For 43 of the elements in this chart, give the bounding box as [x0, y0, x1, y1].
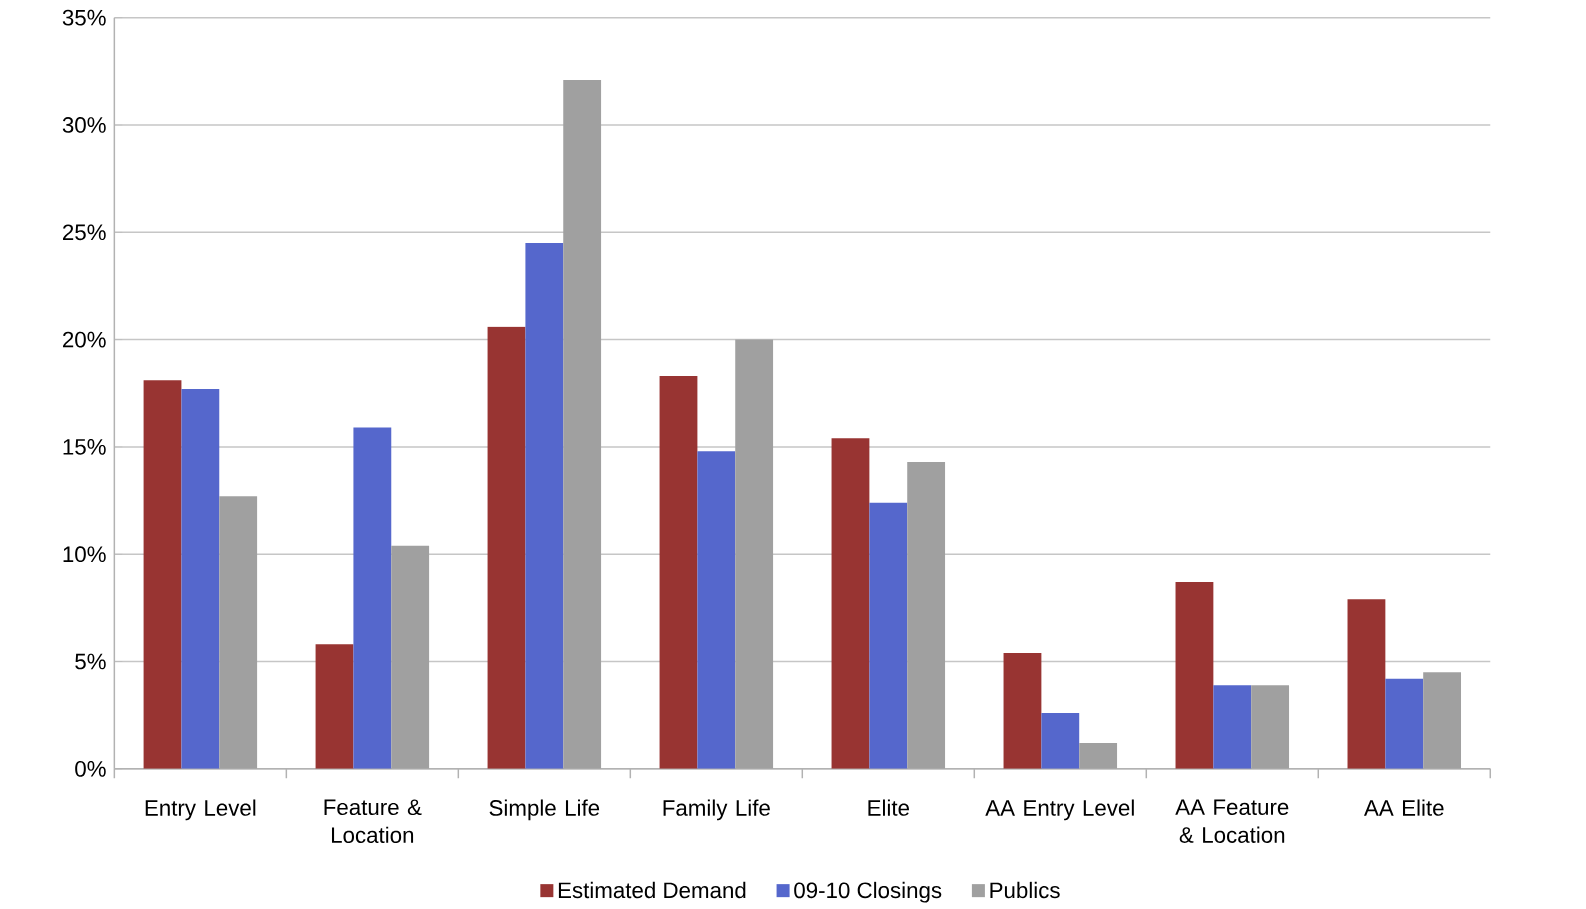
y-tick-label: 30%	[62, 117, 106, 133]
y-tick-label: 25%	[63, 224, 106, 241]
bar	[907, 462, 946, 769]
legend-label: 09-10 Closings	[794, 881, 942, 903]
y-tick-label: 10%	[63, 546, 106, 563]
bar	[487, 326, 526, 769]
bar	[1041, 713, 1080, 769]
x-tick-label: AA Feature & Location	[1175, 799, 1289, 844]
y-tick-label: 5%	[75, 653, 106, 670]
bar	[1385, 678, 1424, 769]
x-tick-label: Feature & Location	[324, 799, 422, 844]
bar	[563, 80, 602, 769]
bar	[391, 545, 430, 769]
bar	[1079, 743, 1118, 769]
bar	[1423, 672, 1462, 769]
bar	[1003, 653, 1042, 769]
x-tick-label: Entry Level	[145, 799, 256, 821]
bar	[181, 389, 220, 769]
y-tick-label: 15%	[63, 439, 106, 455]
bar	[1213, 685, 1252, 769]
bar	[353, 427, 392, 769]
x-tick-label: Family Life	[663, 799, 770, 821]
x-tick-label: Elite	[868, 799, 909, 816]
bar	[1347, 599, 1386, 769]
y-tick-label: 0%	[75, 761, 106, 777]
x-tick-label: Simple Life	[489, 799, 600, 821]
bar	[219, 496, 258, 769]
bar	[1175, 582, 1214, 769]
y-tick-label: 35%	[62, 9, 106, 26]
legend-label: Publics	[990, 881, 1060, 899]
bar	[869, 502, 908, 769]
bar	[659, 376, 698, 769]
bar	[735, 339, 774, 769]
y-tick-label: 20%	[63, 331, 106, 348]
x-tick-label: AA Elite	[1364, 799, 1444, 816]
legend-label: Estimated Demand	[558, 881, 746, 899]
x-tick-label: AA Entry Level	[985, 799, 1134, 821]
bar	[143, 380, 182, 769]
bar	[697, 451, 736, 769]
bar	[525, 243, 564, 769]
bar	[1251, 685, 1290, 769]
bar	[315, 644, 354, 769]
bar	[831, 438, 870, 769]
